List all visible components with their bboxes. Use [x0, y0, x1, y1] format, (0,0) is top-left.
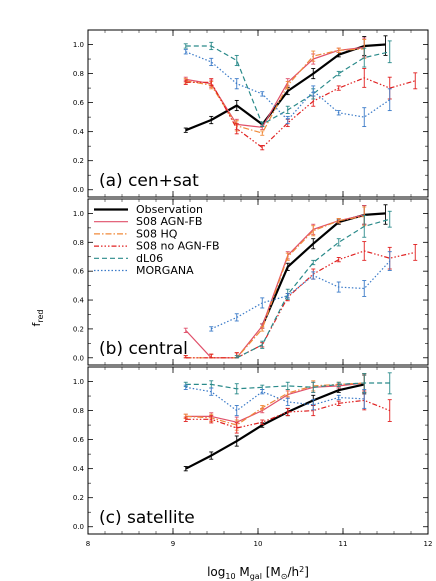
y-tick-label: 0.8 — [73, 70, 84, 78]
y-tick-label: 0.0 — [73, 186, 84, 194]
series-line — [185, 214, 365, 359]
x-axis-label-part: /h — [287, 565, 299, 579]
legend-label: dL06 — [136, 252, 163, 265]
series-line — [185, 383, 365, 470]
series-line — [210, 260, 391, 330]
x-tick-label: 12 — [424, 540, 433, 548]
series-line — [185, 43, 386, 132]
y-tick-label: 0.0 — [73, 354, 84, 362]
series-line — [185, 382, 390, 390]
x-axis-label-part: ] — [304, 565, 309, 579]
series-line — [185, 46, 365, 128]
series-line — [185, 250, 416, 359]
x-axis-label-part: 2 — [299, 565, 304, 574]
series-line — [185, 51, 391, 121]
y-axis-label: fred — [30, 310, 45, 327]
panel-label: (b) central — [99, 339, 188, 359]
panel-c: 0.0 0.2 0.4 0.6 0.8 1.0 (c) satellite — [73, 366, 429, 535]
panel-a: 0.0 0.2 0.4 0.6 0.8 1.0 (a) cen+sat — [73, 29, 429, 198]
y-tick-label: 1.0 — [73, 378, 84, 386]
x-axis-label-part: ⊙ — [281, 572, 288, 581]
y-tick-label: 0.2 — [73, 325, 84, 333]
y-tick-label: 0.4 — [73, 297, 85, 305]
y-tick-label: 0.6 — [73, 436, 85, 444]
panel-label: (a) cen+sat — [99, 171, 199, 191]
series-line — [185, 382, 365, 426]
x-axis-label-part: [M — [262, 565, 281, 579]
x-tick-label: 8 — [86, 540, 90, 548]
x-axis-label: log10 Mgal [M⊙/h2] — [207, 565, 309, 581]
y-tick-label: 0.0 — [73, 523, 84, 531]
x-axis-label-part: M — [236, 565, 250, 579]
y-tick-label: 0.6 — [73, 268, 85, 276]
y-tick-label: 0.4 — [73, 128, 85, 136]
x-axis-label-part: gal — [250, 572, 262, 581]
y-tick-label: 0.8 — [73, 407, 84, 415]
series-line — [185, 215, 365, 359]
x-axis-label-part: 10 — [225, 572, 235, 581]
series-line — [185, 382, 365, 423]
y-tick-label: 0.4 — [73, 465, 85, 473]
legend-label: Observation — [136, 203, 203, 216]
y-tick-label: 1.0 — [73, 41, 84, 49]
legend-label: S08 no AGN-FB — [136, 240, 220, 253]
y-tick-label: 0.8 — [73, 239, 84, 247]
series-line — [261, 212, 386, 327]
legend-label: S08 AGN-FB — [136, 215, 202, 228]
panels: 0.00.20.40.60.81.0(a) cen+sat0.00.20.40.… — [73, 29, 433, 548]
y-tick-label: 0.2 — [73, 494, 84, 502]
x-tick-label: 10 — [254, 540, 263, 548]
panel-label: (c) satellite — [99, 508, 195, 528]
legend-label: S08 HQ — [136, 227, 178, 240]
series-line — [185, 48, 365, 134]
x-axis-label-part: log — [207, 565, 225, 579]
legend-label: MORGANA — [136, 264, 194, 277]
y-tick-label: 1.0 — [73, 210, 84, 218]
panel-b: 0.0 0.2 0.4 0.6 0.8 1.0 (b) central — [73, 198, 429, 366]
series-line — [185, 77, 416, 149]
x-tick-label: 9 — [171, 540, 175, 548]
y-tick-label: 0.6 — [73, 99, 85, 107]
x-tick-label: 11 — [339, 540, 348, 548]
y-tick-label: 0.2 — [73, 157, 84, 165]
